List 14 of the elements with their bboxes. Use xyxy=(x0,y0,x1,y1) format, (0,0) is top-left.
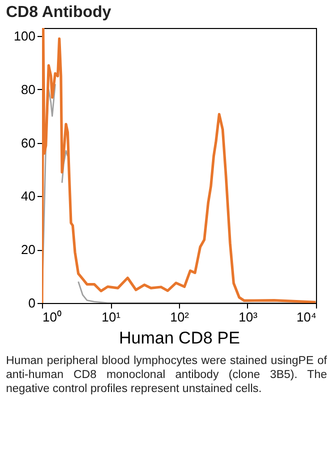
x-axis-title: Human CD8 PE xyxy=(119,328,240,348)
x-tick-label: 10⁴ xyxy=(296,310,316,324)
x-tick-label: 10⁰ xyxy=(42,310,62,324)
chart-title: CD8 Antibody xyxy=(6,4,112,21)
y-tick-label: 60 xyxy=(21,135,36,150)
y-tick-label: 80 xyxy=(21,82,36,97)
y-tick-label: 0 xyxy=(28,296,36,310)
text: Human peripheral blood lymphocytes were stained usingPE of anti-human CD8 monoclonal antibody (clone 3B5). The negative control profiles represent unstained cells. xyxy=(6,354,327,396)
x-tick-label: 10² xyxy=(170,310,190,324)
y-tick-label: 100 xyxy=(14,28,36,44)
y-tick-label: 40 xyxy=(21,188,36,204)
y-tick-label: 20 xyxy=(21,242,36,258)
x-tick-label: 10³ xyxy=(238,310,258,324)
x-tick-label: 10¹ xyxy=(102,310,122,324)
